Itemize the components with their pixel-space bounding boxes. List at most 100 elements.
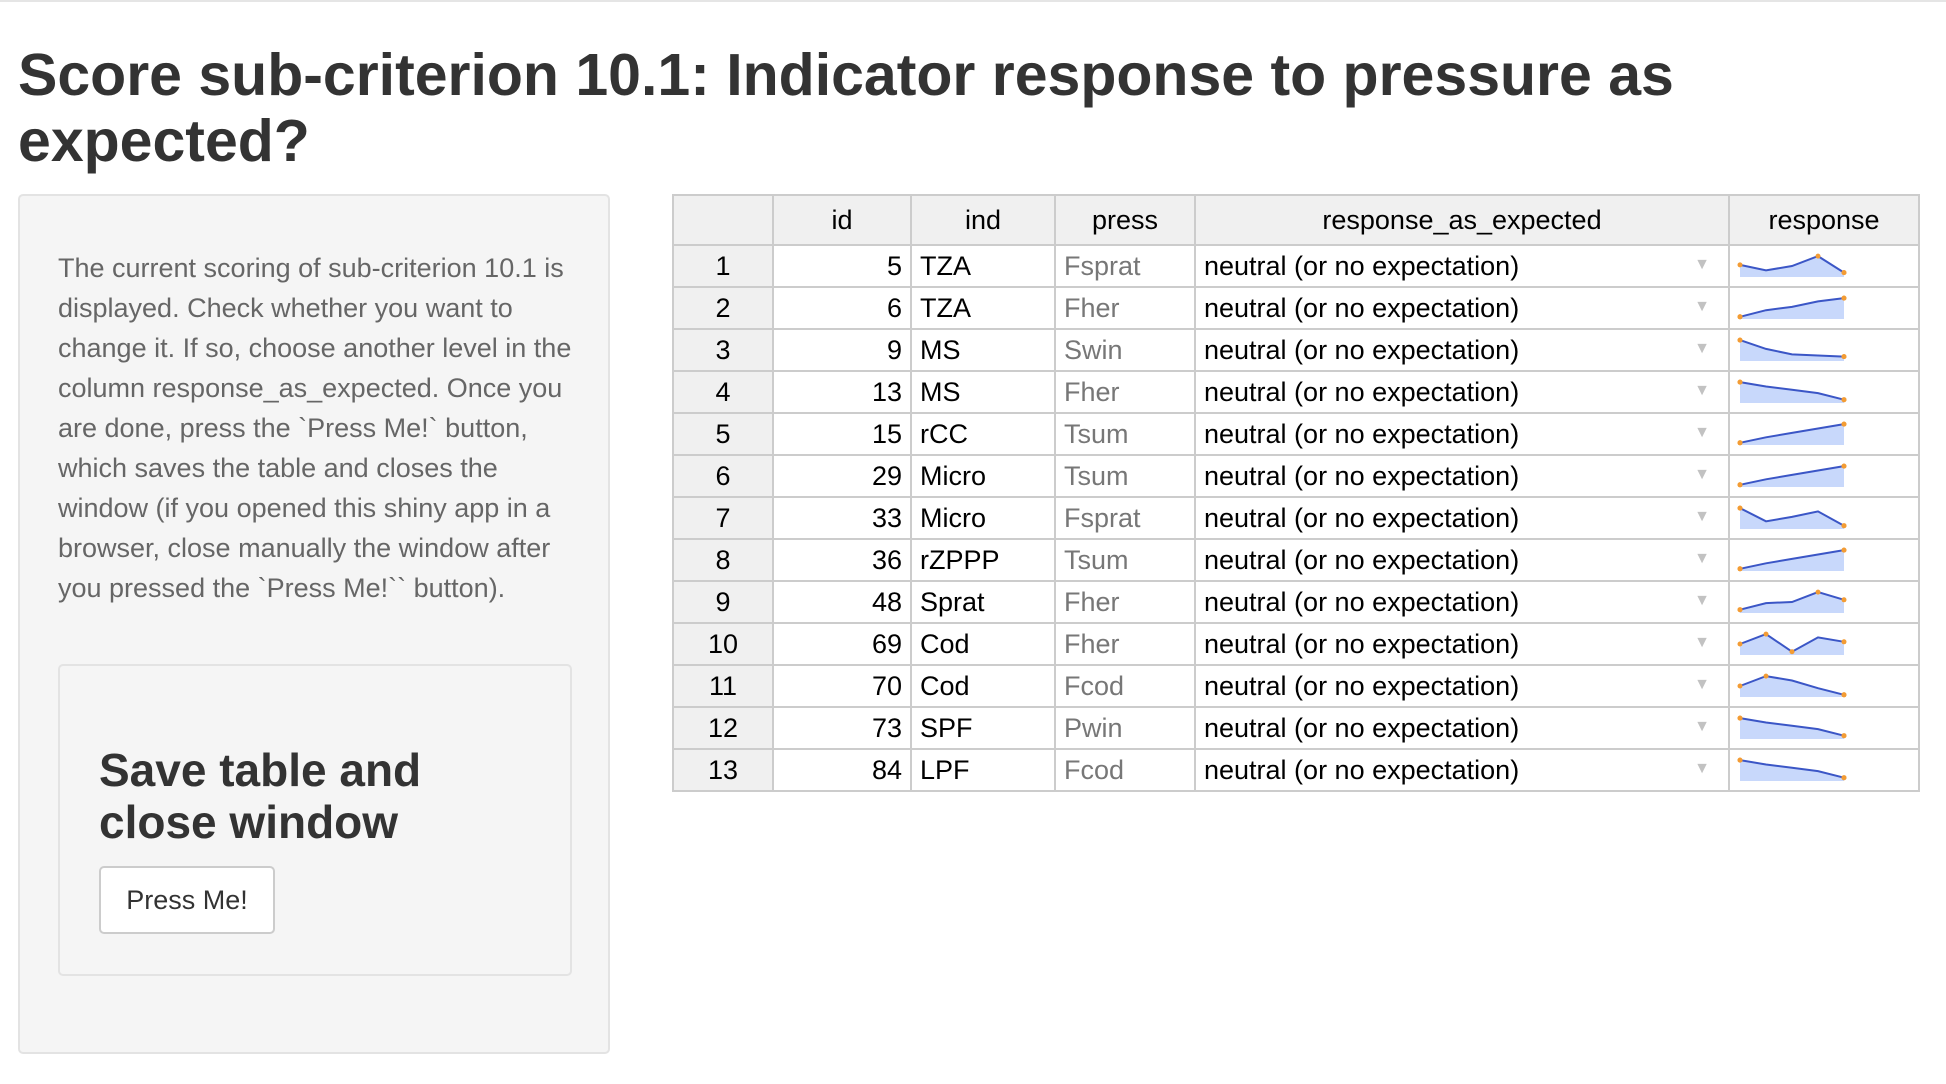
row-number: 6 bbox=[672, 454, 774, 498]
response-sparkline-cell bbox=[1728, 580, 1920, 624]
cell-ind[interactable]: MS bbox=[910, 370, 1056, 414]
cell-ind[interactable]: Micro bbox=[910, 496, 1056, 540]
cell-press[interactable]: Pwin bbox=[1054, 706, 1196, 750]
response-dropdown[interactable]: neutral (or no expectation) ▼ bbox=[1194, 748, 1730, 792]
dropdown-arrow-icon[interactable]: ▼ bbox=[1694, 466, 1710, 483]
dropdown-arrow-icon[interactable]: ▼ bbox=[1694, 256, 1710, 273]
table-row: 2 6 TZA Fher neutral (or no expectation) ▼ bbox=[672, 286, 1920, 330]
cell-press[interactable]: Tsum bbox=[1054, 412, 1196, 456]
cell-press[interactable]: Fher bbox=[1054, 622, 1196, 666]
save-heading: Save table and close window bbox=[99, 744, 422, 848]
dropdown-arrow-icon[interactable]: ▼ bbox=[1694, 718, 1710, 735]
cell-id[interactable]: 15 bbox=[772, 412, 912, 456]
cell-press[interactable]: Fsprat bbox=[1054, 496, 1196, 540]
dropdown-arrow-icon[interactable]: ▼ bbox=[1694, 592, 1710, 609]
sparkline-line bbox=[1739, 381, 1845, 401]
response-dropdown[interactable]: neutral (or no expectation) ▼ bbox=[1194, 244, 1730, 288]
row-number: 3 bbox=[672, 328, 774, 372]
cell-ind[interactable]: LPF bbox=[910, 748, 1056, 792]
cell-ind[interactable]: Micro bbox=[910, 454, 1056, 498]
response-value: neutral (or no expectation) bbox=[1204, 418, 1520, 449]
response-sparkline bbox=[1737, 715, 1847, 739]
response-dropdown[interactable]: neutral (or no expectation) ▼ bbox=[1194, 664, 1730, 708]
column-header-id[interactable]: id bbox=[772, 194, 912, 246]
response-dropdown[interactable]: neutral (or no expectation) ▼ bbox=[1194, 538, 1730, 582]
row-number: 5 bbox=[672, 412, 774, 456]
response-value: neutral (or no expectation) bbox=[1204, 754, 1520, 785]
cell-press[interactable]: Swin bbox=[1054, 328, 1196, 372]
table-row: 13 84 LPF Fcod neutral (or no expectation) ▼ bbox=[672, 748, 1920, 792]
response-dropdown[interactable]: neutral (or no expectation) ▼ bbox=[1194, 412, 1730, 456]
cell-id[interactable]: 73 bbox=[772, 706, 912, 750]
cell-press[interactable]: Tsum bbox=[1054, 454, 1196, 498]
response-dropdown[interactable]: neutral (or no expectation) ▼ bbox=[1194, 454, 1730, 498]
column-header-response[interactable]: response bbox=[1728, 194, 1920, 246]
cell-press[interactable]: Tsum bbox=[1054, 538, 1196, 582]
cell-id[interactable]: 29 bbox=[772, 454, 912, 498]
cell-press[interactable]: Fher bbox=[1054, 370, 1196, 414]
dropdown-arrow-icon[interactable]: ▼ bbox=[1694, 760, 1710, 777]
scoring-table-container: id ind press response_as_expected response 1… bbox=[672, 194, 1920, 792]
cell-id[interactable]: 9 bbox=[772, 328, 912, 372]
cell-id[interactable]: 84 bbox=[772, 748, 912, 792]
sparkline-area bbox=[1740, 508, 1844, 529]
dropdown-arrow-icon[interactable]: ▼ bbox=[1694, 298, 1710, 315]
cell-ind[interactable]: SPF bbox=[910, 706, 1056, 750]
dropdown-arrow-icon[interactable]: ▼ bbox=[1694, 340, 1710, 357]
cell-press[interactable]: Fcod bbox=[1054, 664, 1196, 708]
cell-ind[interactable]: rCC bbox=[910, 412, 1056, 456]
column-header-press[interactable]: press bbox=[1054, 194, 1196, 246]
press-me-button[interactable]: Press Me! bbox=[99, 866, 275, 934]
response-dropdown[interactable]: neutral (or no expectation) ▼ bbox=[1194, 580, 1730, 624]
cell-ind[interactable]: TZA bbox=[910, 244, 1056, 288]
cell-id[interactable]: 6 bbox=[772, 286, 912, 330]
response-dropdown[interactable]: neutral (or no expectation) ▼ bbox=[1194, 622, 1730, 666]
cell-ind[interactable]: TZA bbox=[910, 286, 1056, 330]
cell-ind[interactable]: MS bbox=[910, 328, 1056, 372]
cell-id[interactable]: 33 bbox=[772, 496, 912, 540]
response-sparkline-cell bbox=[1728, 454, 1920, 498]
save-panel: Save table and close window Press Me! bbox=[58, 664, 572, 976]
response-dropdown[interactable]: neutral (or no expectation) ▼ bbox=[1194, 370, 1730, 414]
table-row: 4 13 MS Fher neutral (or no expectation) ▼ bbox=[672, 370, 1920, 414]
cell-id[interactable]: 70 bbox=[772, 664, 912, 708]
table-row: 9 48 Sprat Fher neutral (or no expectation) ▼ bbox=[672, 580, 1920, 624]
cell-ind[interactable]: Cod bbox=[910, 664, 1056, 708]
response-dropdown[interactable]: neutral (or no expectation) ▼ bbox=[1194, 496, 1730, 540]
column-header-row-number[interactable] bbox=[672, 194, 774, 246]
cell-id[interactable]: 13 bbox=[772, 370, 912, 414]
sparkline-point bbox=[1841, 295, 1847, 301]
sparkline-point bbox=[1737, 337, 1743, 343]
response-sparkline-cell bbox=[1728, 748, 1920, 792]
instructions-text: The current scoring of sub-criterion 10.… bbox=[58, 253, 572, 603]
sparkline-point bbox=[1789, 649, 1795, 655]
dropdown-arrow-icon[interactable]: ▼ bbox=[1694, 676, 1710, 693]
cell-press[interactable]: Fsprat bbox=[1054, 244, 1196, 288]
cell-ind[interactable]: Sprat bbox=[910, 580, 1056, 624]
cell-id[interactable]: 69 bbox=[772, 622, 912, 666]
dropdown-arrow-icon[interactable]: ▼ bbox=[1694, 382, 1710, 399]
response-dropdown[interactable]: neutral (or no expectation) ▼ bbox=[1194, 706, 1730, 750]
row-number: 2 bbox=[672, 286, 774, 330]
column-header-response-as-expected[interactable]: response_as_expected bbox=[1194, 194, 1730, 246]
sparkline-point bbox=[1841, 597, 1847, 603]
response-dropdown[interactable]: neutral (or no expectation) ▼ bbox=[1194, 286, 1730, 330]
cell-ind[interactable]: rZPPP bbox=[910, 538, 1056, 582]
cell-ind[interactable]: Cod bbox=[910, 622, 1056, 666]
cell-id[interactable]: 5 bbox=[772, 244, 912, 288]
cell-id[interactable]: 36 bbox=[772, 538, 912, 582]
column-header-ind[interactable]: ind bbox=[910, 194, 1056, 246]
cell-press[interactable]: Fher bbox=[1054, 580, 1196, 624]
sparkline-point bbox=[1737, 482, 1743, 488]
cell-press[interactable]: Fher bbox=[1054, 286, 1196, 330]
response-dropdown[interactable]: neutral (or no expectation) ▼ bbox=[1194, 328, 1730, 372]
sparkline-point bbox=[1841, 639, 1847, 645]
sparkline-point bbox=[1841, 692, 1847, 698]
dropdown-arrow-icon[interactable]: ▼ bbox=[1694, 634, 1710, 651]
cell-press[interactable]: Fcod bbox=[1054, 748, 1196, 792]
response-sparkline bbox=[1737, 337, 1847, 361]
dropdown-arrow-icon[interactable]: ▼ bbox=[1694, 550, 1710, 567]
dropdown-arrow-icon[interactable]: ▼ bbox=[1694, 508, 1710, 525]
cell-id[interactable]: 48 bbox=[772, 580, 912, 624]
dropdown-arrow-icon[interactable]: ▼ bbox=[1694, 424, 1710, 441]
